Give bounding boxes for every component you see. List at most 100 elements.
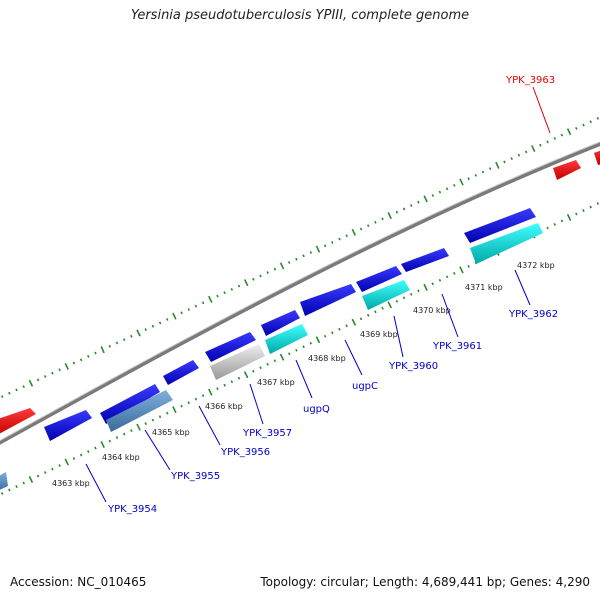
gene-arrow-ypk3961[interactable] [401,248,449,272]
lower-tick [165,411,169,415]
gene-labels: YPK_3963 YPK_3954 YPK_3955 YPK_3956 YPK_… [107,75,558,515]
upper-tick [201,301,205,305]
lower-tick [395,299,399,303]
gene-label-ypk3954[interactable]: YPK_3954 [107,504,157,515]
lower-tick [58,464,61,467]
upper-tick [79,358,83,362]
upper-tick [338,237,341,241]
gene-label-ypk3955[interactable]: YPK_3955 [170,471,220,482]
upper-tick [345,234,348,238]
lower-tick [122,432,126,436]
lower-tick [402,296,406,300]
upper-tick [374,220,377,224]
gene-arrow-ypk3955-fwd[interactable] [100,384,160,424]
upper-tick [94,351,97,355]
scale-markers: 4363 kbp 4364 kbp 4365 kbp 4366 kbp 4367… [52,261,555,488]
lower-tick [216,387,219,391]
upper-tick [165,318,169,321]
leader-ypk3957 [249,383,264,425]
genome-backbone-highlight [0,141,600,442]
lower-tick [566,213,572,221]
upper-tick [22,385,25,389]
lower-tick [279,353,285,361]
scale-label-4365: 4365 kbp [152,428,190,437]
upper-tick [309,251,313,254]
upper-tick [51,371,54,375]
scale-label-4363: 4363 kbp [52,479,90,488]
reverse-strand-genes [0,223,543,492]
lower-tick [87,450,90,454]
upper-tick [323,244,327,248]
lower-tick [158,415,162,419]
map-title: Yersinia pseudotuberculosis YPIII, compl… [130,8,470,23]
gene-arrow-ypk3957[interactable] [205,332,256,362]
upper-tick [43,375,47,378]
upper-tick [115,341,119,345]
upper-tick [122,338,126,342]
lower-tick [374,310,377,314]
upper-tick [243,279,249,287]
gene-arrow-ypk3955-rev[interactable] [106,390,173,432]
gene-label-ypk3962[interactable]: YPK_3962 [508,309,558,320]
upper-tick [237,284,241,288]
lower-tick [8,488,11,492]
lower-tick [237,376,241,380]
gene-arrow-ypk3960-fwd[interactable] [356,266,402,292]
lower-tick [582,209,585,212]
gene-label-ugpc[interactable]: ugpC [352,381,378,392]
gene-label-ypk3963[interactable]: YPK_3963 [505,75,555,86]
gene-arrow-ypk3954[interactable] [44,410,92,441]
gene-arrow-ugpq-fwd[interactable] [261,310,300,336]
upper-tick [488,167,492,171]
lower-tick [172,406,177,414]
gene-arrow-ypk3962-fwd[interactable] [464,208,536,243]
upper-tick [553,137,557,140]
gene-arrow-ypk3962-rev[interactable] [470,223,543,264]
gene-label-ypk3956[interactable]: YPK_3956 [220,447,270,458]
lower-tick [136,423,141,431]
lower-tick [100,441,105,449]
gene-arrow-red-left[interactable] [0,408,36,436]
gene-label-ypk3961[interactable]: YPK_3961 [432,341,482,352]
gene-arrow-steel-left[interactable] [0,472,8,492]
upper-tick [8,391,11,395]
upper-tick [130,334,133,338]
gene-arrow-ypk3963[interactable] [553,160,581,180]
lower-tick [194,397,198,401]
gene-arrow-ugpq-rev[interactable] [265,324,308,354]
lower-tick [72,457,76,460]
lower-tick [467,264,470,268]
upper-tick [524,150,528,154]
gene-arrow-ugpc[interactable] [300,284,356,316]
lower-tick [36,474,40,478]
lower-tick [252,369,255,373]
gene-arrow-ypk3960-rev[interactable] [362,280,410,310]
scale-label-4371: 4371 kbp [465,283,503,292]
upper-tick [517,153,521,157]
lower-tick [243,371,249,379]
lower-tick [187,401,191,405]
lower-tick [459,266,464,274]
gene-arrow-red-right[interactable] [594,147,600,165]
upper-tick [273,267,277,271]
upper-tick [144,328,147,332]
gene-label-ypk3960[interactable]: YPK_3960 [388,361,438,372]
upper-tick [194,304,198,308]
gene-label-ypk3957[interactable]: YPK_3957 [242,428,292,439]
gene-arrow-ypk3956[interactable] [163,360,199,385]
lower-tick [445,275,449,279]
upper-tick [402,207,406,211]
lower-tick [15,485,18,488]
leader-ypk3954 [85,463,107,503]
lower-tick [575,212,578,216]
upper-tick [417,200,420,204]
upper-tick [187,308,191,311]
upper-tick [359,227,363,231]
lower-tick [287,352,291,356]
gene-label-ugpq[interactable]: ugpQ [303,404,330,415]
lower-tick [589,205,592,209]
lower-tick [323,334,327,338]
upper-tick [279,262,285,270]
gene-arrow-pseudo[interactable] [210,344,265,380]
